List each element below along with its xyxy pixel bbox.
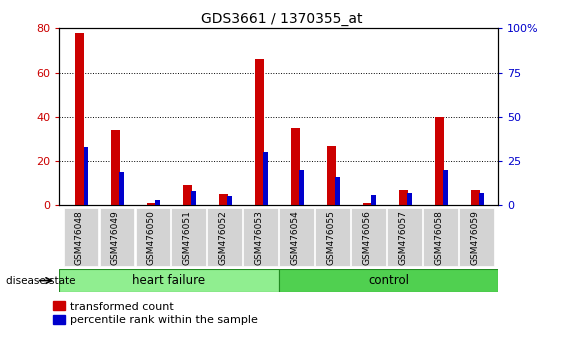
FancyBboxPatch shape	[208, 208, 242, 266]
Bar	[480, 193, 484, 205]
Text: GSM476050: GSM476050	[147, 210, 156, 265]
Bar	[444, 170, 448, 205]
Text: GSM476051: GSM476051	[183, 210, 192, 265]
Bar	[219, 194, 228, 205]
FancyBboxPatch shape	[100, 208, 134, 266]
FancyBboxPatch shape	[279, 208, 314, 266]
Bar	[408, 193, 412, 205]
Bar	[435, 117, 444, 205]
FancyBboxPatch shape	[351, 208, 386, 266]
Text: GSM476059: GSM476059	[471, 210, 480, 265]
FancyBboxPatch shape	[387, 208, 422, 266]
Text: GSM476056: GSM476056	[363, 210, 372, 265]
Bar	[291, 128, 300, 205]
Bar	[327, 145, 336, 205]
Bar	[119, 172, 124, 205]
Text: GSM476052: GSM476052	[219, 210, 228, 264]
Bar	[471, 190, 480, 205]
FancyBboxPatch shape	[459, 208, 494, 266]
FancyBboxPatch shape	[59, 269, 279, 292]
Bar	[227, 196, 232, 205]
Legend: transformed count, percentile rank within the sample: transformed count, percentile rank withi…	[53, 301, 258, 325]
Bar	[263, 152, 268, 205]
Bar	[75, 33, 84, 205]
Text: GSM476053: GSM476053	[254, 210, 263, 265]
Bar	[336, 177, 340, 205]
Text: GDS3661 / 1370355_at: GDS3661 / 1370355_at	[201, 12, 362, 27]
Text: GSM476055: GSM476055	[327, 210, 336, 265]
Text: GSM476057: GSM476057	[399, 210, 408, 265]
FancyBboxPatch shape	[172, 208, 206, 266]
FancyBboxPatch shape	[423, 208, 458, 266]
FancyBboxPatch shape	[315, 208, 350, 266]
Bar	[300, 170, 304, 205]
Bar	[363, 203, 372, 205]
Bar	[372, 195, 376, 205]
Text: GSM476054: GSM476054	[291, 210, 300, 264]
Bar	[191, 191, 196, 205]
Bar	[111, 130, 120, 205]
Text: GSM476049: GSM476049	[111, 210, 120, 264]
FancyBboxPatch shape	[136, 208, 170, 266]
Bar	[147, 203, 156, 205]
FancyBboxPatch shape	[64, 208, 98, 266]
FancyBboxPatch shape	[279, 269, 498, 292]
Bar	[83, 147, 88, 205]
Text: GSM476058: GSM476058	[435, 210, 444, 265]
Bar	[183, 185, 192, 205]
Text: disease state: disease state	[6, 275, 75, 286]
FancyBboxPatch shape	[243, 208, 278, 266]
Bar	[155, 200, 160, 205]
Text: GSM476048: GSM476048	[75, 210, 84, 264]
Text: heart failure: heart failure	[132, 274, 205, 287]
Bar	[399, 190, 408, 205]
Text: control: control	[368, 274, 409, 287]
Bar	[254, 59, 263, 205]
